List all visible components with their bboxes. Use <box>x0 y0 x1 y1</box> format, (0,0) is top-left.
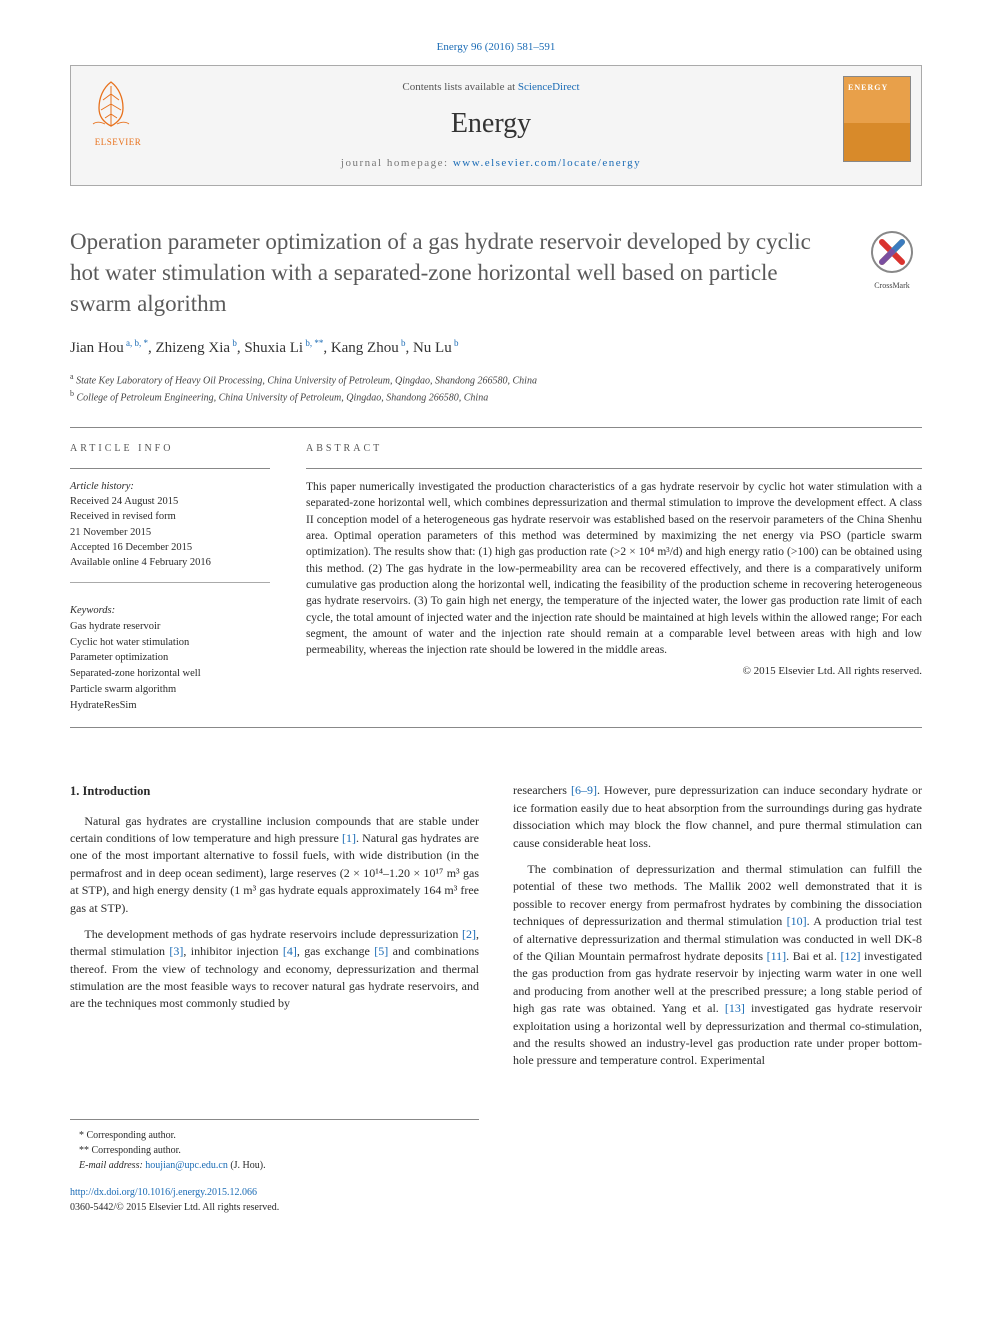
homepage-line: journal homepage: www.elsevier.com/locat… <box>171 156 811 171</box>
homepage-link[interactable]: www.elsevier.com/locate/energy <box>453 157 641 169</box>
cover-thumb-title: ENERGY <box>844 77 910 100</box>
article-title: Operation parameter optimization of a ga… <box>70 226 842 319</box>
ref-1[interactable]: [1] <box>342 831 356 845</box>
issn-copyright: 0360-5442/© 2015 Elsevier Ltd. All right… <box>70 1200 479 1215</box>
column-left: 1. Introduction Natural gas hydrates are… <box>70 782 479 1078</box>
history-line: Received 24 August 2015 <box>70 494 270 509</box>
crossmark-icon <box>870 230 914 274</box>
ref-11[interactable]: [11] <box>767 949 787 963</box>
article-info-column: ARTICLE INFO Article history: Received 2… <box>70 442 270 713</box>
col2-para1: researchers [6–9]. However, pure depress… <box>513 782 922 852</box>
elsevier-wordmark: ELSEVIER <box>83 136 153 148</box>
title-row: Operation parameter optimization of a ga… <box>70 226 922 319</box>
contents-prefix: Contents lists available at <box>402 81 517 93</box>
ref-4[interactable]: [4] <box>283 944 297 958</box>
contents-lists-line: Contents lists available at ScienceDirec… <box>171 80 811 95</box>
doi-link[interactable]: http://dx.doi.org/10.1016/j.energy.2015.… <box>70 1187 257 1198</box>
keyword-line: Parameter optimization <box>70 650 270 666</box>
abstract-divider <box>306 468 922 469</box>
affiliation-a: a State Key Laboratory of Heavy Oil Proc… <box>70 371 922 388</box>
email-link[interactable]: houjian@upc.edu.cn <box>145 1160 228 1171</box>
article-history-block: Article history: Received 24 August 2015… <box>70 479 270 583</box>
doi-block: http://dx.doi.org/10.1016/j.energy.2015.… <box>70 1185 479 1215</box>
section1-para2: The development methods of gas hydrate r… <box>70 926 479 1013</box>
email-paren: (J. Hou). <box>228 1160 266 1171</box>
ref-12[interactable]: [12] <box>840 949 860 963</box>
email-label: E-mail address: <box>79 1160 145 1171</box>
ref-13[interactable]: [13] <box>725 1001 745 1015</box>
elsevier-tree-icon <box>83 78 139 130</box>
header-inner: Contents lists available at ScienceDirec… <box>71 66 921 185</box>
info-abstract-row: ARTICLE INFO Article history: Received 2… <box>70 442 922 713</box>
body-columns: 1. Introduction Natural gas hydrates are… <box>70 782 922 1078</box>
journal-header-box: ELSEVIER ENERGY Contents lists available… <box>70 65 922 186</box>
keyword-line: HydrateResSim <box>70 698 270 714</box>
journal-name: Energy <box>171 105 811 143</box>
corresponding-2: ** Corresponding author. <box>70 1143 479 1158</box>
citation-line: Energy 96 (2016) 581–591 <box>70 40 922 55</box>
abstract-text: This paper numerically investigated the … <box>306 479 922 659</box>
ref-5[interactable]: [5] <box>374 944 388 958</box>
abstract-copyright: © 2015 Elsevier Ltd. All rights reserved… <box>306 664 922 679</box>
divider-top <box>70 427 922 428</box>
journal-cover-thumbnail: ENERGY <box>843 76 911 162</box>
section-1-heading: 1. Introduction <box>70 782 479 800</box>
page-container: Energy 96 (2016) 581–591 ELSEVIER ENERGY… <box>0 0 992 1265</box>
keywords-label: Keywords: <box>70 603 270 619</box>
authors-line: Jian Hou a, b, *, Zhizeng Xia b, Shuxia … <box>70 337 922 358</box>
ref-6-9[interactable]: [6–9] <box>571 783 597 797</box>
keyword-line: Separated-zone horizontal well <box>70 666 270 682</box>
history-line: Available online 4 February 2016 <box>70 555 270 570</box>
section1-para1: Natural gas hydrates are crystalline inc… <box>70 813 479 917</box>
history-line: Received in revised form <box>70 509 270 524</box>
history-label: Article history: <box>70 479 270 494</box>
crossmark-label: CrossMark <box>862 281 922 292</box>
email-line: E-mail address: houjian@upc.edu.cn (J. H… <box>70 1158 479 1173</box>
article-info-heading: ARTICLE INFO <box>70 442 270 456</box>
keyword-line: Gas hydrate reservoir <box>70 619 270 635</box>
affiliations: a State Key Laboratory of Heavy Oil Proc… <box>70 371 922 406</box>
col2-para2: The combination of depressurization and … <box>513 861 922 1070</box>
footnotes-block: * Corresponding author. ** Corresponding… <box>70 1119 479 1215</box>
affiliation-b: b College of Petroleum Engineering, Chin… <box>70 388 922 405</box>
history-line: 21 November 2015 <box>70 525 270 540</box>
elsevier-logo: ELSEVIER <box>83 78 153 156</box>
ref-10[interactable]: [10] <box>787 914 807 928</box>
history-line: Accepted 16 December 2015 <box>70 540 270 555</box>
info-divider <box>70 468 270 469</box>
homepage-prefix: journal homepage: <box>341 157 453 169</box>
ref-3[interactable]: [3] <box>169 944 183 958</box>
keyword-line: Particle swarm algorithm <box>70 682 270 698</box>
column-right: researchers [6–9]. However, pure depress… <box>513 782 922 1078</box>
keywords-block: Keywords: Gas hydrate reservoirCyclic ho… <box>70 603 270 713</box>
ref-2[interactable]: [2] <box>462 927 476 941</box>
divider-bottom <box>70 727 922 728</box>
corresponding-1: * Corresponding author. <box>70 1128 479 1143</box>
abstract-column: ABSTRACT This paper numerically investig… <box>306 442 922 713</box>
sciencedirect-link[interactable]: ScienceDirect <box>518 81 580 93</box>
crossmark-badge[interactable]: CrossMark <box>862 230 922 291</box>
keyword-line: Cyclic hot water stimulation <box>70 635 270 651</box>
abstract-heading: ABSTRACT <box>306 442 922 456</box>
